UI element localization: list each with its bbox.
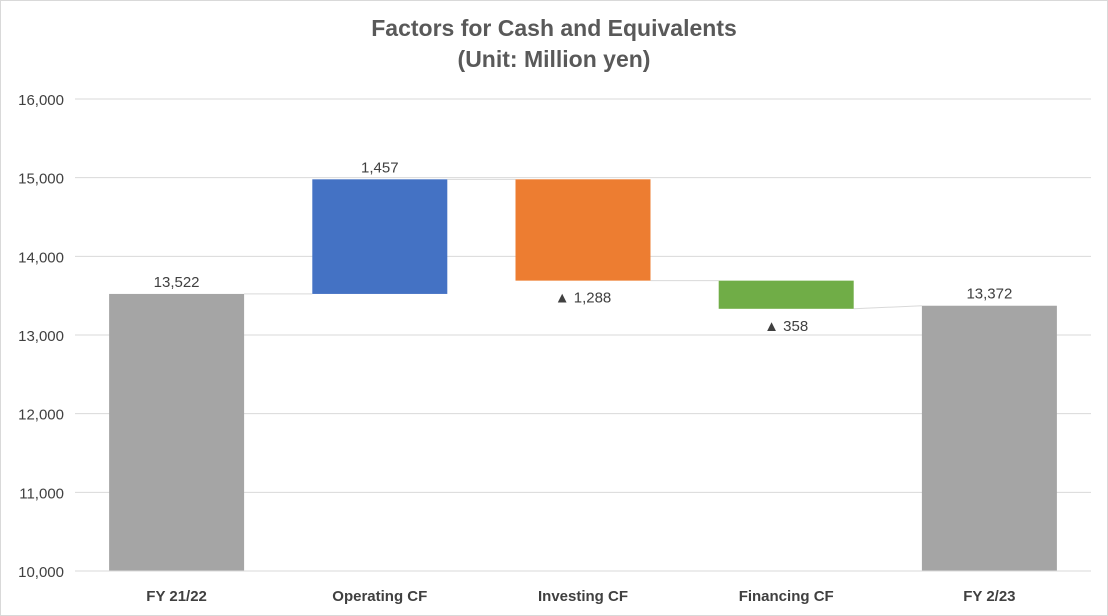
connector-lines	[244, 178, 922, 310]
chart-title-line: Factors for Cash and Equivalents	[371, 15, 737, 41]
bar	[515, 179, 651, 281]
data-label: ▲ 358	[764, 318, 808, 335]
y-tick-label: 11,000	[19, 485, 64, 502]
x-tick-label: FY 2/23	[963, 588, 1015, 605]
y-tick-label: 13,000	[18, 328, 64, 345]
y-tick-label: 12,000	[18, 407, 64, 424]
bars	[109, 179, 1057, 571]
x-tick-label: FY 21/22	[146, 588, 207, 605]
connector-line	[853, 305, 922, 310]
data-label: 1,457	[361, 159, 399, 176]
y-tick-label: 16,000	[18, 92, 64, 109]
chart-subtitle-line: (Unit: Million yen)	[457, 46, 651, 72]
data-labels: 13,522 1,457 ▲ 1,288 ▲ 358 13,372	[154, 159, 1013, 334]
bar	[312, 179, 448, 294]
x-tick-label: Financing CF	[739, 588, 834, 605]
data-label: 13,372	[966, 286, 1012, 303]
bar	[718, 280, 854, 309]
x-axis-tick-labels: FY 21/22 Operating CF Investing CF Financin…	[146, 588, 1015, 605]
x-tick-label: Investing CF	[538, 588, 628, 605]
y-tick-label: 15,000	[18, 171, 64, 188]
y-axis-tick-labels: 10,000 11,000 12,000 13,000 14,000 15,000 16,0…	[18, 92, 64, 581]
data-label: 13,522	[154, 274, 200, 291]
x-tick-label: Operating CF	[332, 588, 427, 605]
y-tick-label: 14,000	[18, 249, 64, 266]
y-tick-label: 10,000	[18, 564, 64, 581]
bar	[921, 305, 1057, 571]
bar	[109, 293, 245, 571]
data-label: ▲ 1,288	[555, 290, 612, 307]
chart-title: Factors for Cash and Equivalents (Unit: …	[1, 13, 1107, 75]
